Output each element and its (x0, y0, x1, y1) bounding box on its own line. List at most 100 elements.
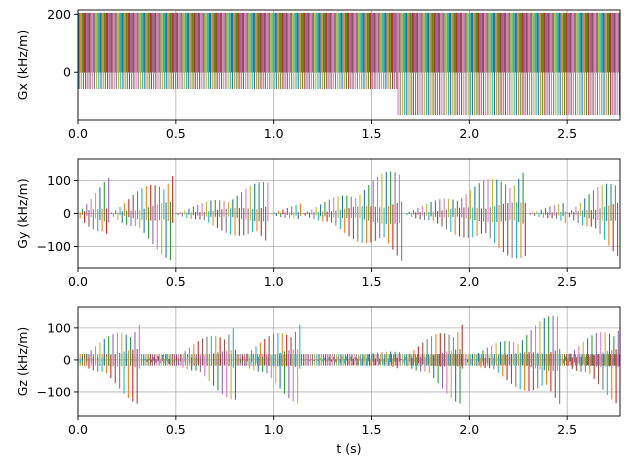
gx-waveform-segment (287, 12, 291, 90)
gx-waveform-segment (259, 12, 262, 90)
gx-waveform-segment (446, 12, 449, 116)
gx-waveform-segment (521, 12, 524, 116)
gx-waveform-segment (230, 12, 234, 90)
gx-waveform-segment (202, 12, 205, 90)
y-tick-label: 100 (47, 320, 71, 335)
gx-waveform-segment (549, 12, 552, 116)
gx-waveform-segment (606, 12, 609, 116)
gx-waveform-segment (189, 12, 192, 90)
gx-waveform-segment (141, 12, 144, 90)
gx-waveform-segment (495, 12, 498, 116)
gx-waveform-segment (81, 12, 85, 90)
gx-waveform-segment (551, 12, 555, 116)
gx-waveform-segment (105, 12, 109, 90)
gx-waveform-segment (263, 12, 266, 90)
gx-waveform-segment (333, 12, 337, 90)
gx-waveform-segment (468, 12, 471, 116)
gx-waveform-segment (505, 12, 509, 116)
x-tick-label: 2.0 (459, 274, 479, 289)
gx-waveform-segment (169, 12, 172, 90)
gx-waveform-segment (402, 12, 406, 116)
x-tick-label: 2.5 (557, 274, 577, 289)
gx-waveform-segment (536, 12, 539, 116)
gx-waveform-segment (165, 12, 168, 90)
gx-waveform-segment (593, 12, 596, 116)
gx-waveform-segment (99, 12, 102, 90)
gx-waveform-segment (565, 12, 568, 116)
gx-waveform-segment (407, 12, 410, 116)
x-tick-label: 0.5 (166, 422, 186, 437)
gx-waveform-segment (360, 12, 363, 90)
gx-waveform-segment (78, 12, 80, 90)
gx-waveform-segment (499, 12, 502, 116)
gx-waveform-segment (600, 12, 603, 116)
gx-waveform-segment (613, 12, 616, 116)
gx-waveform-segment (200, 12, 203, 90)
x-tick-label: 0.5 (166, 274, 186, 289)
gx-waveform-segment (368, 12, 372, 90)
gx-waveform-segment (611, 12, 614, 116)
gx-waveform-segment (349, 12, 352, 90)
gx-waveform-segment (151, 12, 155, 90)
gx-waveform-segment (167, 12, 170, 90)
gx-waveform-segment (268, 12, 271, 90)
gx-waveform-segment (149, 12, 152, 90)
panel-3: 0.0 0.5 1.0 1.5 2.0 2.5 −100 0 100 Gz (kHz/m) t (s… (15, 306, 621, 456)
gx-waveform-segment (119, 12, 122, 90)
y-tick-label: 0 (63, 206, 71, 221)
gx-waveform-segment (309, 12, 312, 90)
gx-waveform-segment (316, 12, 319, 90)
gx-waveform-segment (272, 12, 275, 90)
gx-waveform-segment (398, 12, 401, 116)
plot-area (78, 307, 620, 416)
gx-waveform-segment (222, 12, 225, 90)
gx-waveform-segment (226, 12, 229, 90)
gx-waveform-segment (357, 12, 361, 90)
y-tick-label: −100 (37, 384, 71, 399)
gx-waveform-segment (382, 12, 385, 90)
gx-waveform-segment (178, 12, 181, 90)
gx-waveform-segment (503, 12, 506, 116)
x-tick-label: 0.0 (68, 422, 88, 437)
gx-waveform-segment (604, 12, 607, 116)
gx-waveform-segment (595, 12, 599, 116)
gx-waveform-segment (285, 12, 288, 90)
gx-waveform-segment (331, 12, 334, 90)
gx-waveform-segment (344, 12, 348, 90)
gx-waveform-segment (591, 12, 594, 116)
gx-waveform-segment (303, 12, 306, 90)
gx-waveform-segment (204, 12, 207, 90)
gx-waveform-segment (298, 12, 301, 90)
gx-waveform-segment (556, 12, 559, 116)
gx-waveform-segment (578, 12, 581, 116)
x-tick-label: 1.0 (264, 274, 284, 289)
gx-waveform-segment (455, 12, 458, 116)
gx-waveform-segment (396, 12, 399, 116)
gx-waveform-segment (519, 12, 522, 116)
gx-waveform-segment (416, 12, 419, 116)
gx-waveform-segment (156, 12, 159, 90)
gx-waveform-segment (342, 12, 345, 90)
gx-waveform-segment (239, 12, 242, 90)
gx-waveform-segment (252, 12, 255, 90)
gx-waveform-segment (587, 12, 590, 116)
gx-waveform-segment (274, 12, 277, 90)
axes-frame (77, 9, 621, 121)
x-tick-label: 0.0 (68, 126, 88, 141)
gx-waveform-segment (336, 12, 339, 90)
gx-waveform-segment (276, 12, 280, 90)
gx-waveform-segment (435, 12, 439, 116)
x-tick-label: 0.5 (166, 126, 186, 141)
x-tick-label: 1.5 (362, 274, 382, 289)
gx-waveform-segment (481, 12, 485, 116)
x-tick-label: 2.5 (557, 422, 577, 437)
gx-waveform-segment (475, 12, 478, 116)
gx-waveform-segment (501, 12, 504, 116)
gx-waveform-segment (451, 12, 454, 116)
gx-waveform-segment (589, 12, 592, 116)
gx-waveform-segment (187, 12, 190, 90)
gx-waveform-segment (329, 12, 332, 90)
gx-waveform-segment (580, 12, 583, 116)
gx-waveform-segment (162, 12, 166, 90)
